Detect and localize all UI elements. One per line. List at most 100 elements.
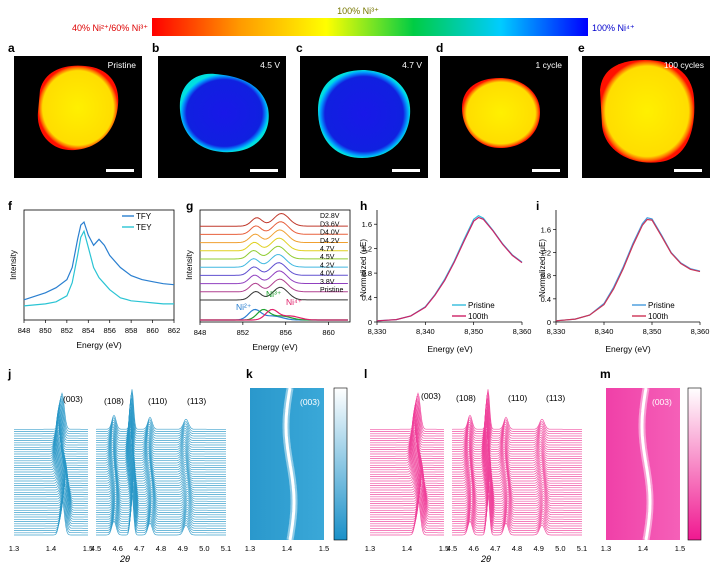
waterfall-left-trace xyxy=(14,462,88,500)
waterfall-right-trace xyxy=(96,463,226,504)
waterfall-right-trace xyxy=(95,394,226,435)
l-peak-108: (108) xyxy=(456,393,476,403)
g-offset-label: D4.0V xyxy=(320,230,340,237)
waterfall-left-trace xyxy=(370,437,444,475)
waterfall-right-trace xyxy=(96,445,226,486)
g-ref-ni3: Ni³⁺ xyxy=(266,289,282,299)
image-panel-e: 100 cycles xyxy=(582,56,710,178)
waterfall-right-trace xyxy=(452,392,582,432)
waterfall-right-trace xyxy=(452,479,582,520)
l-peak-110: (110) xyxy=(508,393,527,403)
waterfall-right-trace xyxy=(452,430,582,471)
waterfall-right-trace xyxy=(452,465,582,507)
colorbar-mid-label: 100% Ni³⁺ xyxy=(337,6,379,16)
waterfall-left-trace xyxy=(370,392,444,430)
xrd-tick-left: 1.4 xyxy=(402,544,412,553)
panel-l-chart: 1.3 1.4 1.54.5 4.6 4.7 4.8 4.9 5.0 5.1 (003) (10… xyxy=(365,389,587,564)
waterfall-left-trace xyxy=(14,423,88,462)
waterfall-left-trace xyxy=(14,468,88,507)
waterfall-left-trace xyxy=(370,429,444,466)
waterfall-left-trace xyxy=(370,488,444,525)
waterfall-right-trace xyxy=(452,494,582,536)
i-ytick: 0 xyxy=(547,318,551,327)
waterfall-right-trace xyxy=(452,441,582,482)
f-xtick: 862 xyxy=(168,326,181,335)
waterfall-left-trace xyxy=(14,481,88,518)
waterfall-right-trace xyxy=(451,438,582,480)
waterfall-right-trace xyxy=(96,441,226,482)
colorbar-left-label: 40% Ni²⁺/60% Ni³⁺ xyxy=(72,23,148,33)
waterfall-left-trace xyxy=(370,441,444,480)
waterfall-left-trace xyxy=(370,448,444,486)
waterfall-left-trace xyxy=(14,441,88,480)
image-panel-c: 4.7 V xyxy=(300,56,428,178)
heatmap-xtick: 1.5 xyxy=(675,544,685,553)
waterfall-right-trace xyxy=(452,459,582,500)
waterfall-left-trace xyxy=(370,444,444,482)
waterfall-left-trace xyxy=(14,405,88,444)
series-h-1 xyxy=(376,216,523,322)
f-xtick: 850 xyxy=(39,326,52,335)
waterfall-left-trace xyxy=(14,465,88,502)
heatmap-xtick: 1.3 xyxy=(601,544,611,553)
scale-bar-b xyxy=(250,169,278,172)
h-xtick: 8,330 xyxy=(368,327,387,336)
h-ytick: 1.6 xyxy=(362,220,372,229)
g-curve-5 xyxy=(200,254,348,268)
g-xtick: 852 xyxy=(237,328,250,337)
waterfall-right-trace xyxy=(452,477,582,518)
waterfall-right-trace xyxy=(452,418,582,459)
heatmap-xtick: 1.4 xyxy=(282,544,292,553)
g-ref-ni2: Ni²⁺ xyxy=(236,302,252,312)
xrd-tick-right: 4.5 xyxy=(91,544,101,553)
waterfall-right-trace xyxy=(96,461,226,502)
panel-letter-j: j xyxy=(7,367,11,381)
g-ref-ni4: Ni⁴⁺ xyxy=(286,297,303,307)
waterfall-right-trace xyxy=(96,423,226,464)
g-curve-3 xyxy=(200,237,348,252)
xrd-tick-right: 4.9 xyxy=(533,544,543,553)
waterfall-right-trace xyxy=(452,407,582,448)
waterfall-right-trace xyxy=(452,445,582,486)
g-xtick: 848 xyxy=(194,328,207,337)
i-legend-pristine: Pristine xyxy=(648,301,675,310)
waterfall-right-trace xyxy=(96,479,226,520)
waterfall-left-trace xyxy=(14,416,88,455)
image-label-d: 1 cycle xyxy=(536,60,563,70)
g-xlabel: Energy (eV) xyxy=(252,342,298,352)
waterfall-left-trace xyxy=(370,478,444,516)
image-label-c: 4.7 V xyxy=(402,60,422,70)
panel-m-chart: 1.3 1.4 1.5 (003) xyxy=(601,387,702,553)
i-xlabel: Energy (eV) xyxy=(605,344,651,354)
f-ylabel: Intensity xyxy=(9,250,18,280)
waterfall-right-trace xyxy=(452,425,582,466)
waterfall-right-trace xyxy=(96,428,226,468)
waterfall-right-trace xyxy=(96,392,226,432)
waterfall-right-trace xyxy=(96,398,226,439)
waterfall-left-trace xyxy=(14,448,88,486)
image-label-e: 100 cycles xyxy=(664,60,704,70)
waterfall-left-trace xyxy=(370,462,444,500)
waterfall-left-trace xyxy=(370,497,444,534)
waterfall-right-trace xyxy=(452,437,582,477)
xrd-tick-left: 1.5 xyxy=(439,544,449,553)
f-xtick: 848 xyxy=(18,326,31,335)
waterfall-left-trace xyxy=(14,433,88,471)
h-xtick: 8,340 xyxy=(416,327,435,336)
xrd-tick-right: 5.0 xyxy=(555,544,565,553)
waterfall-left-trace xyxy=(14,430,88,468)
waterfall-left-trace xyxy=(370,446,444,484)
waterfall-right-trace xyxy=(452,398,582,439)
waterfall-left-trace xyxy=(14,396,88,435)
waterfall-right-trace xyxy=(96,430,226,471)
waterfall-right-trace xyxy=(96,396,226,437)
heatmap-xtick: 1.4 xyxy=(638,544,648,553)
waterfall-left-trace xyxy=(370,470,444,509)
waterfall-right-trace xyxy=(452,484,582,525)
panel-letter-l: l xyxy=(364,367,367,381)
waterfall-right-trace xyxy=(452,450,582,491)
h-xtick: 8,360 xyxy=(513,327,532,336)
waterfall-left-trace xyxy=(370,439,444,477)
i-xtick: 8,350 xyxy=(643,327,662,336)
waterfall-right-trace xyxy=(452,405,582,446)
